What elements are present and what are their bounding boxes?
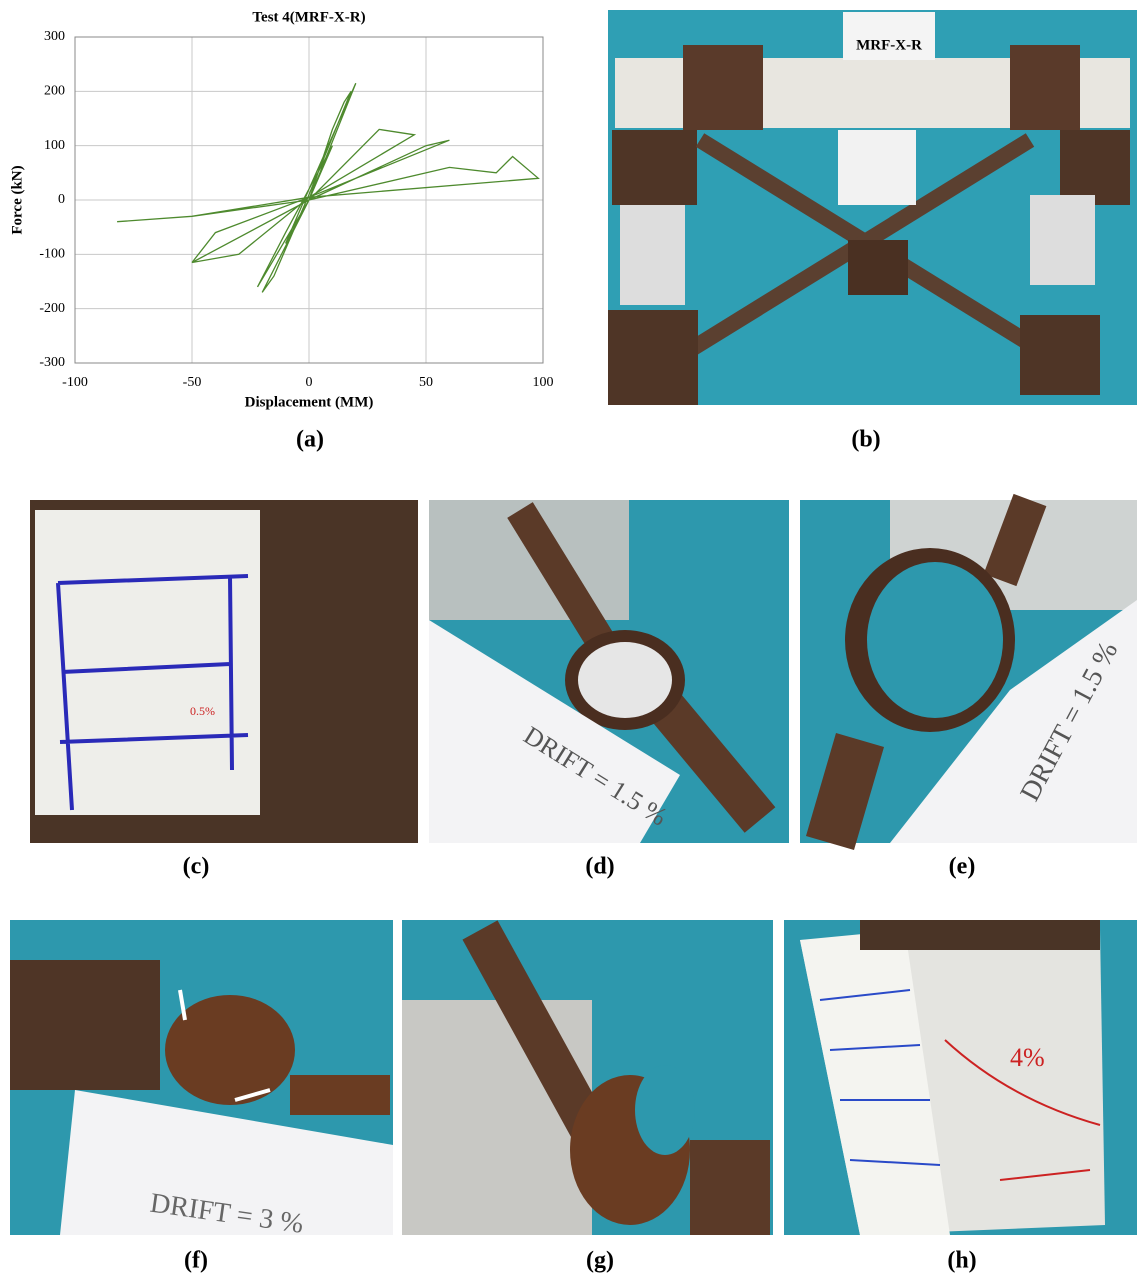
x-tick-label: -100 (62, 375, 88, 390)
figure: Test 4(MRF-X-R) Displacement (MM) Force … (0, 0, 1139, 1282)
panel-label: (b) (851, 427, 880, 453)
panel-label: (f) (184, 1248, 208, 1274)
y-tick-label: 200 (44, 84, 65, 99)
photo-sign: MRF-X-R (856, 37, 922, 53)
panel-label: (d) (585, 854, 614, 880)
photo-text: 4% (1010, 1043, 1045, 1072)
photo-d: DRIFT = 1.5 % (429, 500, 789, 843)
data-line (117, 83, 538, 292)
y-tick-label: -100 (39, 247, 65, 262)
photo-h: 4% (784, 920, 1137, 1235)
x-axis-title: Displacement (MM) (245, 394, 374, 410)
photo-g (402, 920, 773, 1235)
photo-b: MRF-X-R (608, 10, 1137, 405)
x-tick-label: 0 (306, 375, 313, 390)
photo-e: DRIFT = 1.5 % (800, 500, 1137, 843)
panel-label: (a) (296, 427, 324, 453)
y-tick-label: 0 (58, 192, 65, 207)
y-tick-label: -200 (39, 301, 65, 316)
x-tick-label: -50 (183, 375, 202, 390)
y-axis-title: Force (kN) (9, 165, 25, 234)
photo-f: DRIFT = 3 % (10, 920, 393, 1240)
panel-label: (g) (586, 1248, 614, 1274)
panel-label: (c) (183, 854, 210, 880)
x-tick-label: 100 (533, 375, 554, 390)
x-tick-label: 50 (419, 375, 433, 390)
panel-label: (e) (949, 854, 976, 880)
y-tick-label: 100 (44, 138, 65, 153)
photo-text: 0.5% (190, 704, 215, 718)
panel-label: (h) (947, 1248, 976, 1274)
photo-c: 0.5% (30, 500, 418, 843)
y-tick-label: -300 (39, 355, 65, 370)
chart-title: Test 4(MRF-X-R) (252, 9, 365, 25)
y-tick-label: 300 (44, 29, 65, 44)
